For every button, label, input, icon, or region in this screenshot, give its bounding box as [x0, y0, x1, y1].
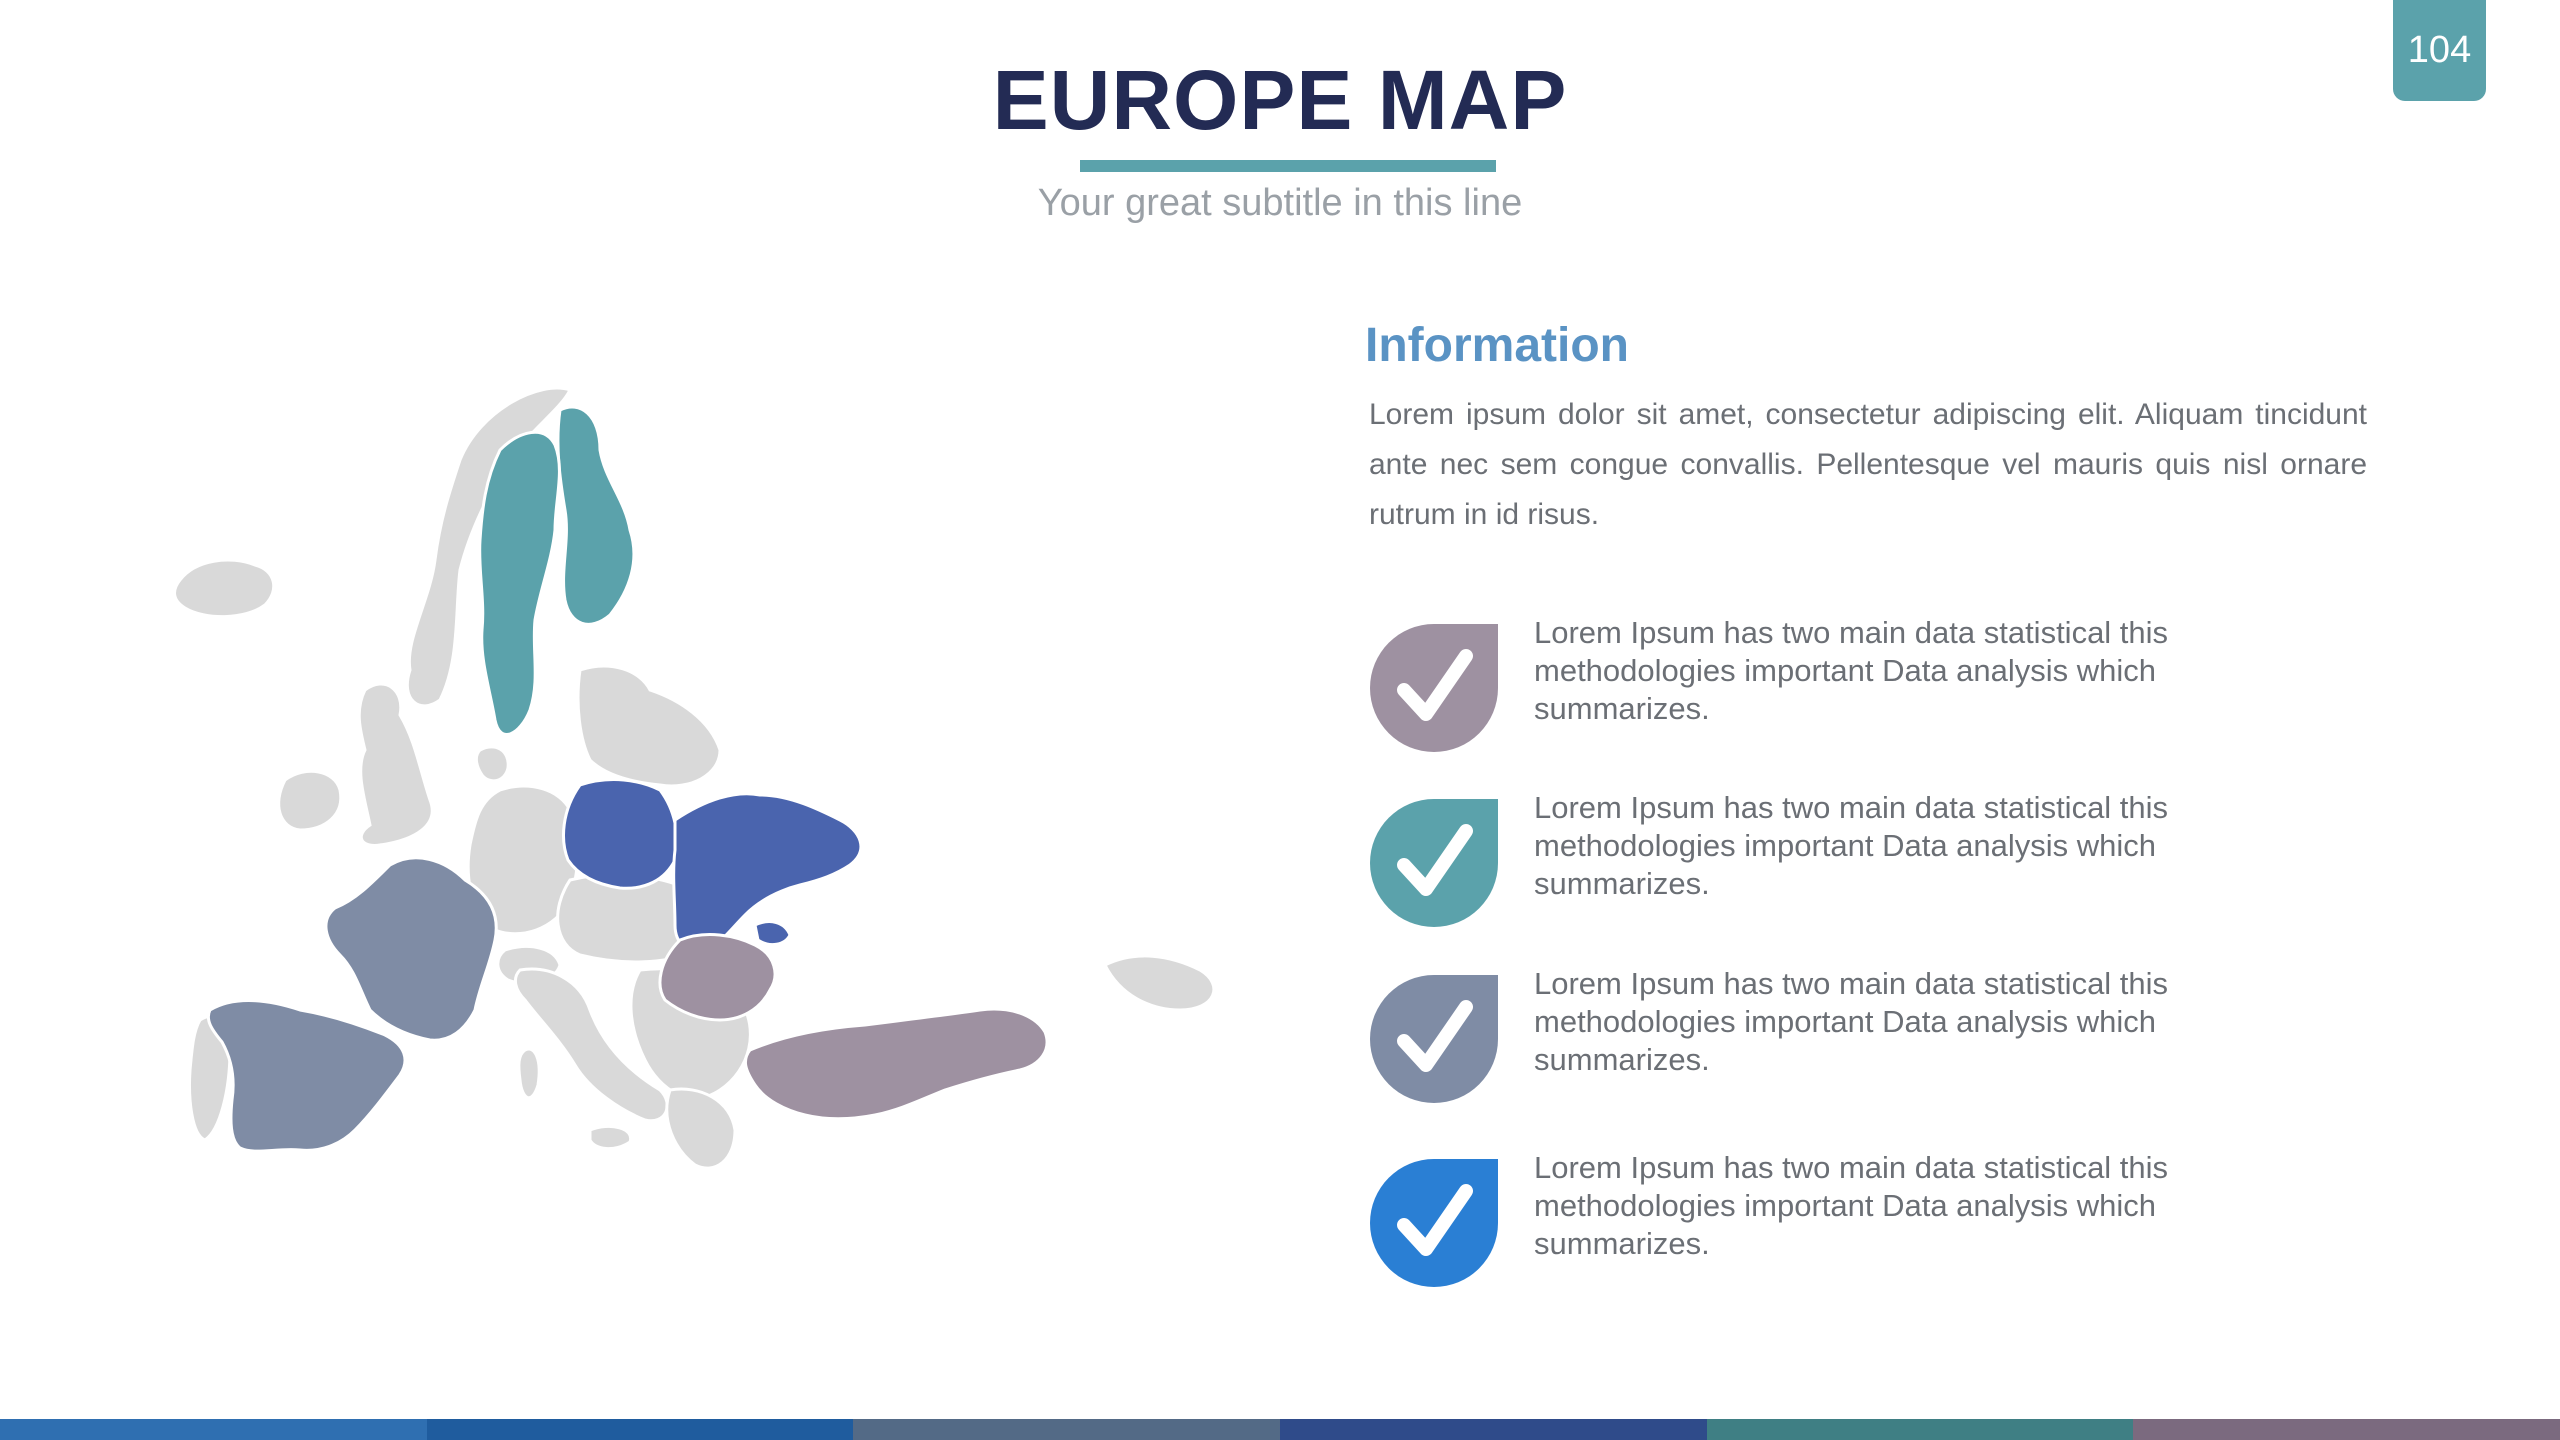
check-item-4: Lorem Ipsum has two main data statistica… — [1368, 1150, 2188, 1292]
bottom-bar-segment — [2133, 1419, 2560, 1440]
check-icon — [1368, 973, 1500, 1105]
check-icon — [1368, 797, 1500, 929]
info-heading: Information — [1365, 319, 1629, 372]
check-icon — [1368, 622, 1500, 754]
page-title: EUROPE MAP — [992, 53, 1568, 147]
map-romania — [658, 933, 777, 1022]
map-turkey — [743, 1007, 1049, 1121]
map-ukraine — [672, 792, 863, 953]
check-item-1: Lorem Ipsum has two main data statistica… — [1368, 615, 2188, 757]
bottom-bar-segment — [0, 1419, 427, 1440]
bottom-color-bar — [0, 1419, 2560, 1440]
bottom-bar-segment — [426, 1419, 854, 1440]
check-item-2: Lorem Ipsum has two main data statistica… — [1368, 790, 2188, 932]
map-sweden — [478, 430, 561, 736]
europe-map-graphic — [173, 386, 1216, 1170]
check-item-3: Lorem Ipsum has two main data statistica… — [1368, 966, 2188, 1108]
map-spain — [206, 999, 407, 1153]
page-subtitle: Your great subtitle in this line — [1037, 182, 1523, 224]
check-item-text: Lorem Ipsum has two main data statistica… — [1534, 966, 2169, 1077]
bottom-bar-segment — [853, 1419, 1281, 1440]
page-number-badge: 104 — [2393, 0, 2486, 101]
check-icon — [1368, 1157, 1500, 1289]
map-france — [324, 856, 498, 1042]
info-body: Lorem ipsum dolor sit amet, consectetur … — [1369, 398, 2367, 531]
europe-map — [160, 370, 1340, 1250]
map-finland — [556, 405, 636, 626]
bottom-bar-segment — [1706, 1419, 2134, 1440]
check-item-text: Lorem Ipsum has two main data statistica… — [1534, 615, 2169, 726]
map-base-countries — [173, 386, 1216, 1170]
bottom-bar-segment — [1280, 1419, 1707, 1440]
check-item-text: Lorem Ipsum has two main data statistica… — [1534, 1150, 2169, 1261]
check-item-text: Lorem Ipsum has two main data statistica… — [1534, 790, 2169, 901]
title-underline — [1080, 160, 1496, 172]
map-poland — [562, 778, 679, 890]
